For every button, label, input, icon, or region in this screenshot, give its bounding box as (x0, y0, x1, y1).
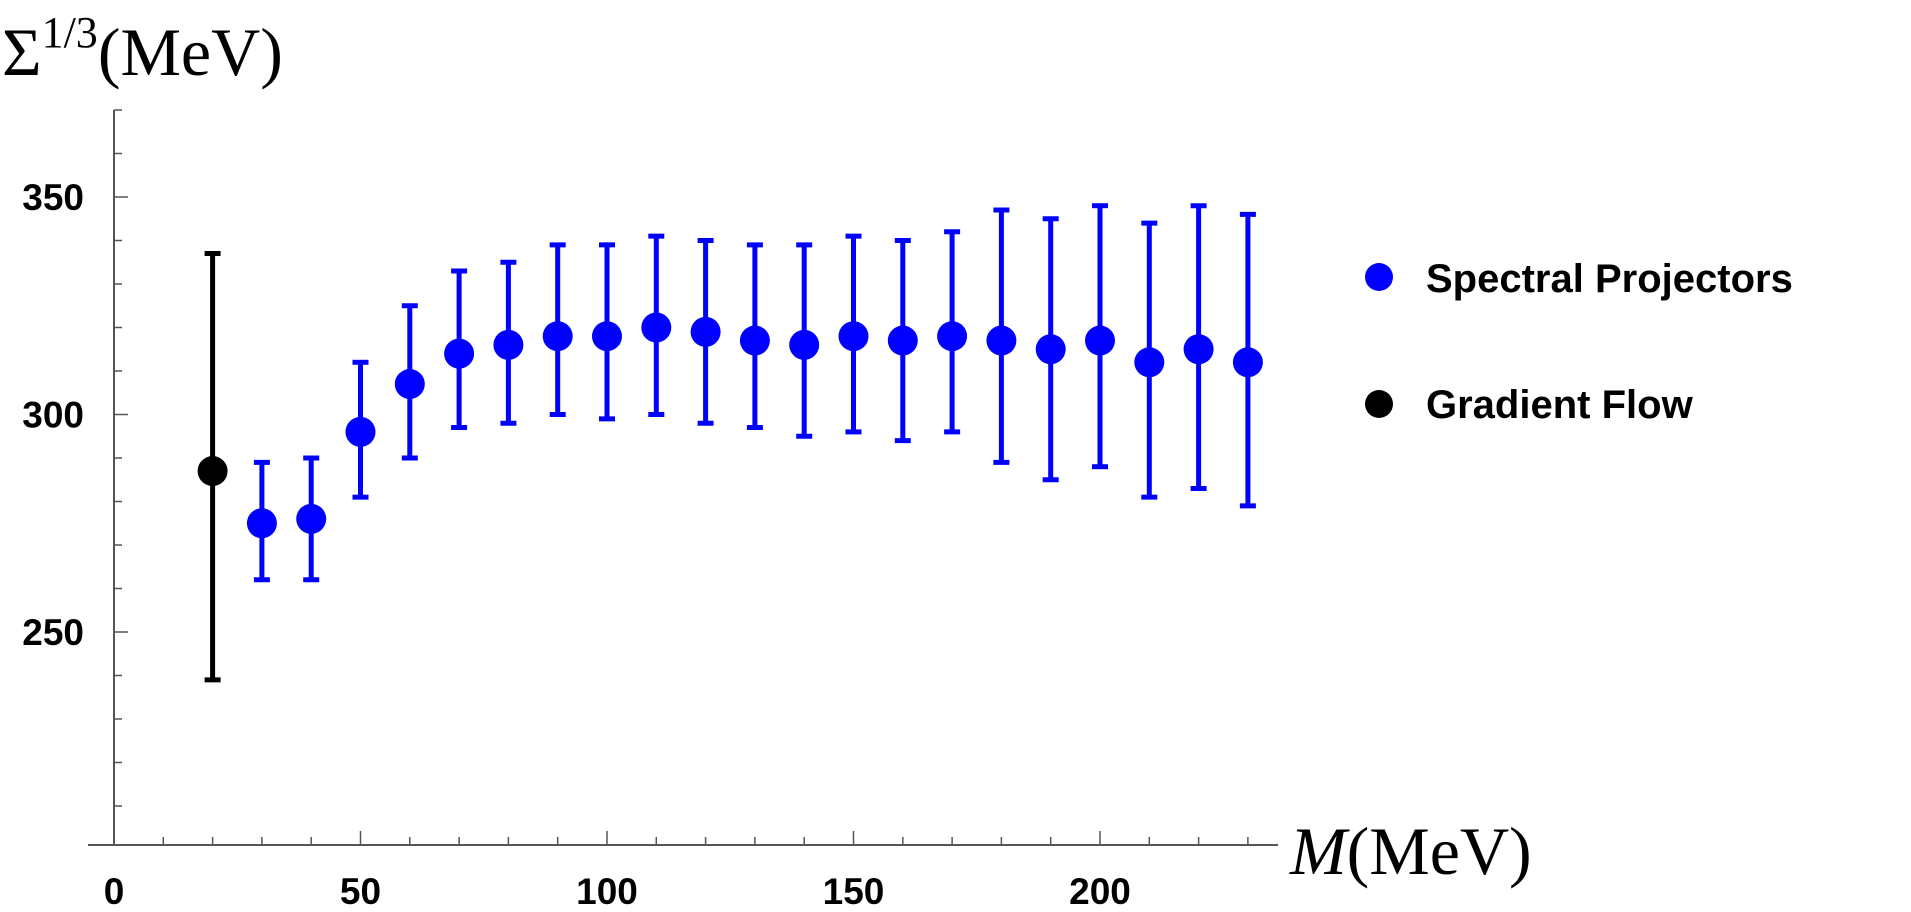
y-axis-label: Σ1/3(MeV) (2, 8, 283, 90)
data-point-spectral-projectors (296, 503, 327, 534)
y-tick-label: 350 (22, 177, 84, 218)
legend: Spectral Projectors Gradient Flow (1365, 257, 1793, 427)
legend-label-spectral-projectors: Spectral Projectors (1426, 257, 1793, 301)
data-point-spectral-projectors (690, 316, 721, 347)
data-point-spectral-projectors (394, 369, 425, 400)
x-axis-label: M(MeV) (1289, 813, 1532, 889)
data-point-spectral-projectors (789, 329, 820, 360)
data-point-gradient-flow (197, 456, 228, 487)
data-point-spectral-projectors (838, 321, 869, 352)
data-point-spectral-projectors (592, 321, 622, 352)
x-tick-label: 100 (576, 871, 638, 912)
legend-marker-spectral-projectors (1365, 263, 1393, 291)
data-point-spectral-projectors (345, 416, 376, 447)
y-axis-label-main: Σ (2, 14, 42, 90)
y-axis-label-sup: 1/3 (42, 8, 98, 57)
y-tick-label: 300 (22, 395, 84, 436)
x-tick-label: 150 (823, 871, 885, 912)
data-points (197, 312, 1263, 539)
data-point-spectral-projectors (739, 325, 770, 356)
data-point-spectral-projectors (542, 321, 573, 352)
data-point-spectral-projectors (1085, 325, 1115, 356)
x-tick-label: 0 (104, 871, 125, 912)
data-point-spectral-projectors (1035, 334, 1066, 365)
data-point-spectral-projectors (641, 312, 672, 343)
data-point-spectral-projectors (887, 325, 918, 356)
x-tick-label: 200 (1069, 871, 1131, 912)
y-axis-label-unit: (MeV) (98, 14, 283, 90)
data-point-spectral-projectors (246, 508, 277, 539)
data-point-spectral-projectors (444, 338, 475, 369)
data-point-spectral-projectors (986, 325, 1017, 356)
data-point-spectral-projectors (1183, 334, 1214, 365)
data-point-spectral-projectors (1232, 347, 1263, 378)
legend-marker-gradient-flow (1365, 390, 1393, 418)
x-axis-label-main: M (1289, 813, 1350, 889)
axes (88, 110, 1278, 846)
ticks: 0 50 100 150 200 250 300 350 (22, 109, 1249, 912)
data-point-spectral-projectors (1134, 347, 1165, 378)
x-tick-label: 50 (340, 871, 381, 912)
x-axis-label-unit: (MeV) (1347, 813, 1532, 889)
y-tick-label: 250 (22, 612, 84, 653)
data-point-spectral-projectors (493, 329, 524, 360)
data-point-spectral-projectors (937, 321, 968, 352)
legend-label-gradient-flow: Gradient Flow (1426, 383, 1694, 427)
